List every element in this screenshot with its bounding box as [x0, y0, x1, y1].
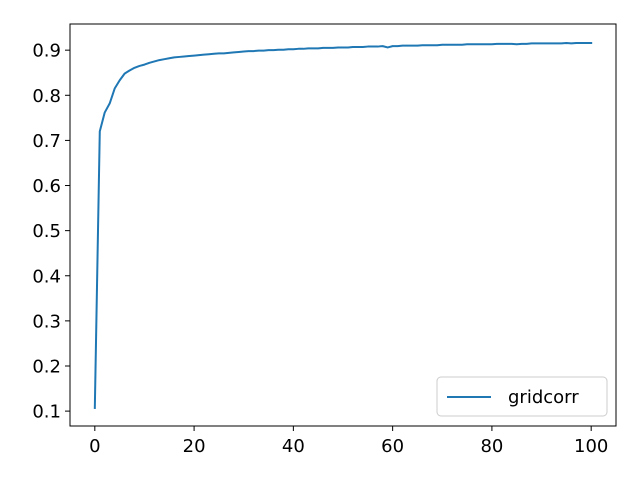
y-axis: 0.1 0.2 0.3 0.4 0.5 0.6 0.7 0.8 0.9: [32, 41, 70, 423]
x-tick-label-20: 20: [183, 436, 206, 457]
y-tick-label-0.6: 0.6: [32, 176, 61, 197]
x-tick-label-40: 40: [282, 436, 305, 457]
x-tick-label-60: 60: [381, 436, 404, 457]
x-tick-label-80: 80: [480, 436, 503, 457]
plot-series: [93, 41, 593, 409]
legend: gridcorr: [436, 376, 608, 417]
x-tick-label-0: 0: [89, 436, 100, 457]
y-tick-label-0.8: 0.8: [32, 86, 61, 107]
legend-box: [436, 376, 608, 417]
x-tick-label-100: 100: [574, 436, 608, 457]
y-tick-label-0.1: 0.1: [32, 402, 61, 423]
legend-label-gridcorr: gridcorr: [508, 387, 579, 408]
series-line-gridcorr: [93, 41, 593, 409]
x-axis: 0 20 40 60 80 100: [89, 426, 608, 457]
y-tick-label-0.3: 0.3: [32, 311, 61, 332]
y-tick-label-0.4: 0.4: [32, 266, 61, 287]
plot-frame: [69, 23, 617, 427]
y-tick-label-0.2: 0.2: [32, 356, 61, 377]
y-tick-label-0.9: 0.9: [32, 41, 61, 62]
y-tick-label-0.5: 0.5: [32, 221, 61, 242]
y-tick-label-0.7: 0.7: [32, 131, 61, 152]
